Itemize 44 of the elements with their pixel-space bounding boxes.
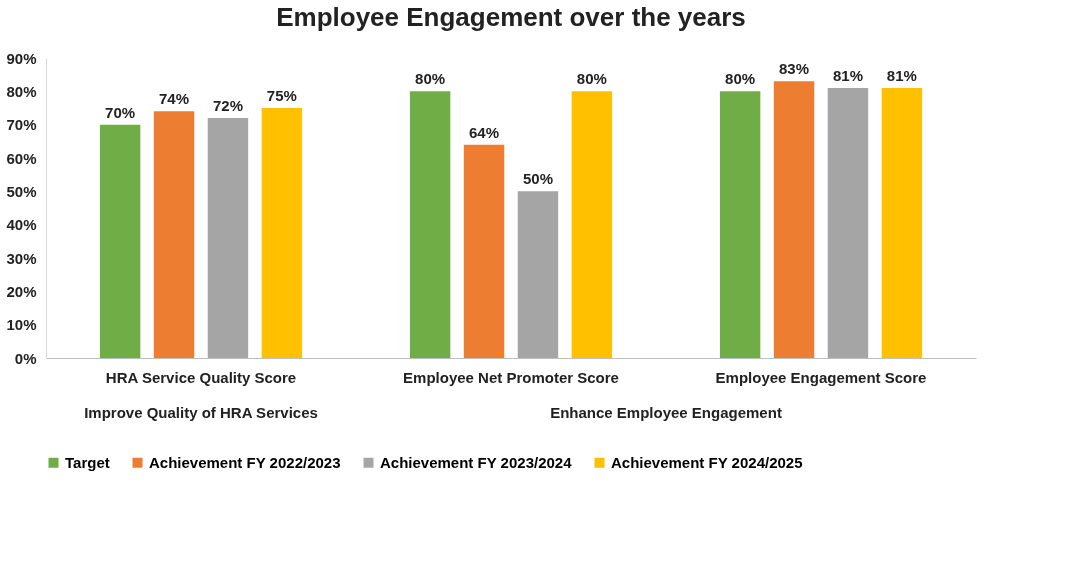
legend-label: Achievement FY 2024/2025 bbox=[611, 453, 803, 471]
bar bbox=[99, 124, 141, 358]
y-tick-label: 90% bbox=[6, 49, 37, 67]
data-label: 70% bbox=[105, 103, 136, 121]
data-label: 81% bbox=[886, 67, 917, 84]
data-label: 72% bbox=[212, 97, 243, 114]
legend-label: Achievement FY 2022/2023 bbox=[149, 453, 341, 471]
bar bbox=[881, 88, 923, 358]
x-tick-label: Employee Net Promoter Score bbox=[403, 368, 619, 386]
data-label: 83% bbox=[779, 60, 810, 78]
y-tick-label: 60% bbox=[6, 149, 37, 167]
bar bbox=[571, 91, 613, 358]
data-label: 80% bbox=[576, 70, 607, 88]
bar bbox=[517, 191, 559, 358]
y-tick-label: 50% bbox=[6, 182, 37, 200]
x-tick-label: HRA Service Quality Score bbox=[105, 368, 297, 386]
bar bbox=[207, 118, 249, 358]
bar bbox=[463, 144, 505, 358]
data-label: 64% bbox=[469, 123, 500, 141]
legend-label: Target bbox=[65, 453, 110, 471]
y-tick-label: 10% bbox=[6, 316, 37, 334]
data-label: 74% bbox=[159, 90, 190, 108]
bar bbox=[827, 88, 869, 358]
y-tick-label: 80% bbox=[6, 82, 37, 100]
y-tick-label: 70% bbox=[6, 116, 37, 134]
data-label: 81% bbox=[832, 67, 863, 84]
x-tick-label: Employee Engagement Score bbox=[715, 368, 927, 386]
legend-label: Achievement FY 2023/2024 bbox=[380, 453, 573, 471]
data-label: 80% bbox=[415, 70, 446, 88]
text: Enhance Employee Engagement bbox=[550, 404, 782, 421]
bar bbox=[773, 81, 815, 358]
y-tick-label: 30% bbox=[6, 249, 37, 267]
y-tick-label: 0% bbox=[14, 349, 37, 367]
data-label: 80% bbox=[725, 70, 756, 88]
bar bbox=[261, 108, 303, 358]
y-tick-label: 20% bbox=[6, 282, 37, 300]
chart-title: Employee Engagement over the years bbox=[276, 2, 746, 32]
bar bbox=[719, 91, 761, 358]
y-tick-label: 40% bbox=[6, 216, 37, 234]
bar bbox=[409, 91, 451, 358]
bar bbox=[153, 111, 195, 358]
data-label: 50% bbox=[522, 170, 553, 188]
data-label: 75% bbox=[266, 87, 297, 104]
text: Improve Quality of HRA Services bbox=[84, 404, 318, 421]
